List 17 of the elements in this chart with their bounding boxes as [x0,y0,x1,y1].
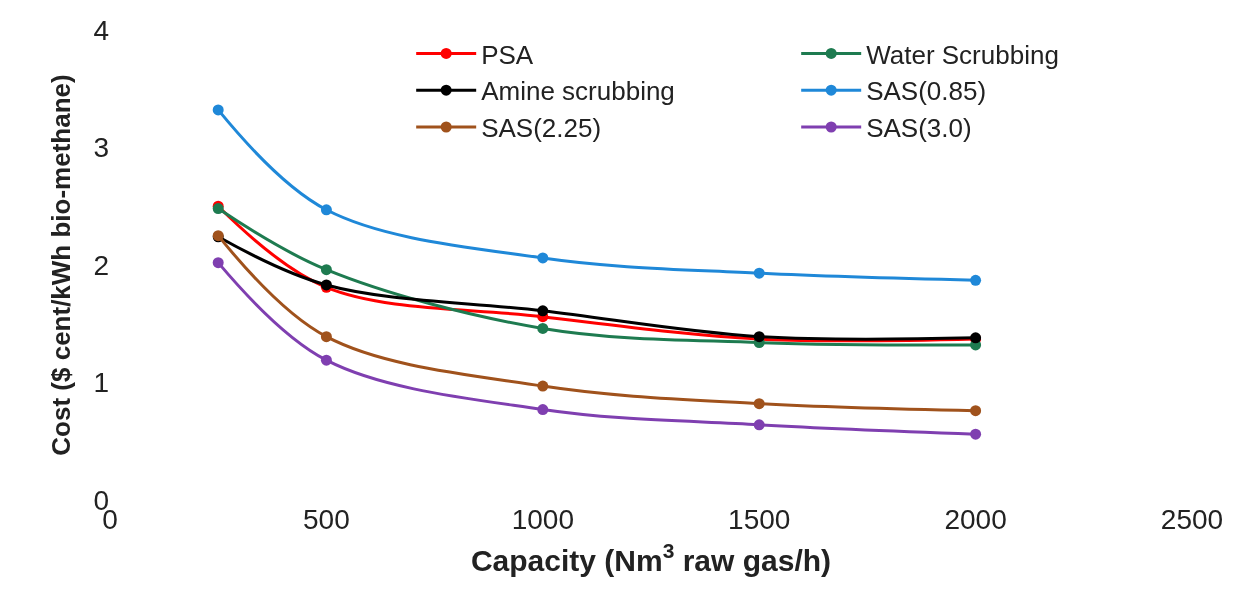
legend-label: Water Scrubbing [866,39,1059,70]
x-tick-label: 2500 [1160,504,1224,535]
legend-label: PSA [481,39,534,70]
y-tick-label: 2 [93,249,109,281]
y-tick-label: 3 [93,132,109,164]
x-axis-title: Capacity (Nm$^{3}$ raw gas/h) [470,538,832,577]
y-tick-label: 4 [93,14,109,46]
legend-label: SAS(2.25) [481,113,602,144]
legend-label: Amine scrubbing [481,76,675,107]
y-tick-label: 1 [93,367,109,399]
x-tick-label: 2000 [944,504,1007,535]
legend-label: SAS(3.0) [866,113,972,144]
legend-label: SAS(0.85) [866,76,987,107]
x-tick-label: 500 [303,504,350,535]
x-tick-label: 1500 [728,504,791,535]
x-tick-label: 1000 [511,504,574,535]
y-axis-title: Cost ($ cent/kWh bio-methane) [45,74,76,456]
